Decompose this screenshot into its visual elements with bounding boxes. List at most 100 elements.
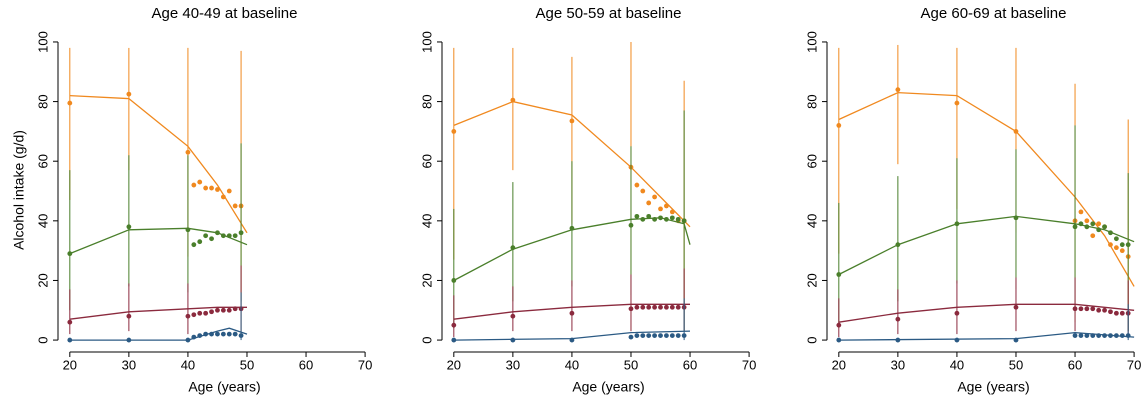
data-point xyxy=(675,304,681,310)
data-point xyxy=(203,331,209,337)
data-point xyxy=(1096,221,1102,227)
data-point xyxy=(954,221,960,227)
data-point xyxy=(191,312,197,318)
data-point xyxy=(675,216,681,222)
data-point xyxy=(640,333,646,339)
y-tick-label: 80 xyxy=(35,94,50,108)
data-point xyxy=(226,188,232,194)
data-point xyxy=(895,87,901,93)
data-point xyxy=(126,337,132,343)
data-point xyxy=(203,233,209,239)
x-tick-label: 40 xyxy=(950,357,964,372)
data-point xyxy=(1084,224,1090,230)
data-point xyxy=(1078,306,1084,312)
data-point xyxy=(1090,306,1096,312)
data-point xyxy=(954,337,960,343)
x-tick-label: 30 xyxy=(122,357,136,372)
data-point xyxy=(895,316,901,322)
data-point xyxy=(1119,333,1125,339)
x-tick-label: 60 xyxy=(683,357,697,372)
data-point xyxy=(1102,333,1107,339)
data-point xyxy=(640,188,646,194)
data-point xyxy=(664,203,669,209)
data-point xyxy=(226,307,232,313)
data-point xyxy=(1084,218,1090,224)
data-point xyxy=(510,245,516,251)
y-tick-label: 60 xyxy=(419,154,434,168)
data-point xyxy=(1078,209,1084,215)
data-point xyxy=(197,333,203,339)
data-point xyxy=(1102,307,1107,313)
data-point xyxy=(510,97,516,103)
y-tick-label: 100 xyxy=(35,31,50,53)
x-axis-label: Age (years) xyxy=(188,379,260,395)
data-point xyxy=(1119,310,1125,316)
data-point xyxy=(675,333,681,339)
data-point xyxy=(1125,333,1131,339)
chart-title: Age 50-59 at baseline xyxy=(536,5,682,22)
data-point xyxy=(1072,333,1078,339)
data-point xyxy=(67,319,73,325)
x-tick-label: 20 xyxy=(63,357,77,372)
data-point xyxy=(652,194,658,200)
y-tick-label: 100 xyxy=(804,31,819,53)
data-point xyxy=(1119,242,1125,248)
data-point xyxy=(954,100,960,106)
y-tick-label: 80 xyxy=(419,94,434,108)
data-point xyxy=(1078,333,1084,339)
y-tick-label: 40 xyxy=(419,214,434,228)
data-point xyxy=(681,333,687,339)
data-point xyxy=(1113,333,1119,339)
data-point xyxy=(451,128,457,134)
data-point xyxy=(634,333,640,339)
data-point xyxy=(1072,306,1078,312)
data-point xyxy=(646,200,652,206)
data-point xyxy=(658,333,663,339)
data-point xyxy=(191,242,197,248)
x-tick-label: 40 xyxy=(565,357,579,372)
data-point xyxy=(451,337,457,343)
data-point xyxy=(634,182,640,188)
data-point xyxy=(634,213,640,219)
data-point xyxy=(197,310,203,316)
x-axis-label: Age (years) xyxy=(572,379,644,395)
data-point xyxy=(232,306,238,312)
data-point xyxy=(569,337,575,343)
data-point xyxy=(664,216,669,222)
data-point xyxy=(220,233,226,239)
data-point xyxy=(185,149,191,155)
y-tick-label: 0 xyxy=(419,336,434,343)
data-point xyxy=(209,309,214,315)
data-point xyxy=(191,334,197,340)
data-point xyxy=(836,272,842,277)
data-point xyxy=(185,337,191,343)
x-tick-label: 60 xyxy=(299,357,313,372)
data-point xyxy=(232,233,238,239)
panel: Age 40-49 at baseline Age (years) Alcohol … xyxy=(11,5,373,395)
data-point xyxy=(895,337,901,343)
data-point xyxy=(209,331,214,337)
data-point xyxy=(658,206,663,212)
x-tick-label: 50 xyxy=(1009,357,1023,372)
data-point xyxy=(569,118,575,124)
data-point xyxy=(203,310,209,316)
x-tick-label: 70 xyxy=(358,357,372,372)
data-point xyxy=(220,331,226,337)
x-axis-label: Age (years) xyxy=(957,379,1029,395)
data-point xyxy=(1113,245,1119,251)
y-tick-label: 20 xyxy=(419,273,434,287)
chart-title: Age 40-49 at baseline xyxy=(152,5,298,22)
data-point xyxy=(1096,333,1102,339)
data-point xyxy=(451,322,457,328)
data-point xyxy=(646,213,652,219)
data-point xyxy=(1090,221,1096,227)
data-point xyxy=(510,313,516,319)
data-point xyxy=(836,123,842,128)
x-tick-label: 60 xyxy=(1068,357,1082,372)
data-point xyxy=(451,278,457,283)
data-point xyxy=(569,225,575,231)
data-point xyxy=(226,331,232,337)
data-point xyxy=(669,333,675,339)
data-point xyxy=(1108,242,1113,248)
data-point xyxy=(954,310,960,316)
